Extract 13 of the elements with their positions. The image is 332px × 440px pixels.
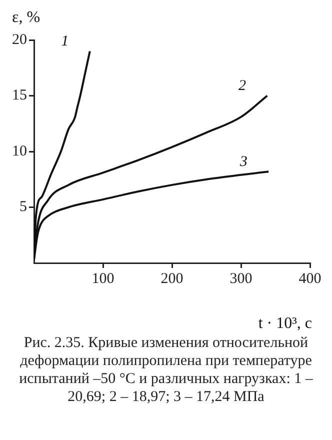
y-tick-label: 15 <box>12 88 27 104</box>
series-label: 2 <box>238 78 246 94</box>
x-tick-label: 100 <box>92 270 114 287</box>
series-label: 3 <box>238 154 248 170</box>
y-tick-label: 20 <box>12 32 27 48</box>
y-tick-label: 10 <box>12 143 27 160</box>
series-label: 1 <box>61 34 69 50</box>
y-axis-title: ε, % <box>12 9 40 26</box>
text: Рис. 2.35. Кривые изменения относительной деформации полипропилена при температуре испытаний –50 °C и различных нагрузках: 1 – 20,69; 2 – 18,97; 3 – 17,24 МПа <box>18 334 314 406</box>
x-tick-label: 400 <box>298 270 322 287</box>
x-tick-label: 300 <box>230 270 252 287</box>
x-tick-label: 200 <box>160 270 184 287</box>
y-tick-label: 5 <box>20 199 27 216</box>
